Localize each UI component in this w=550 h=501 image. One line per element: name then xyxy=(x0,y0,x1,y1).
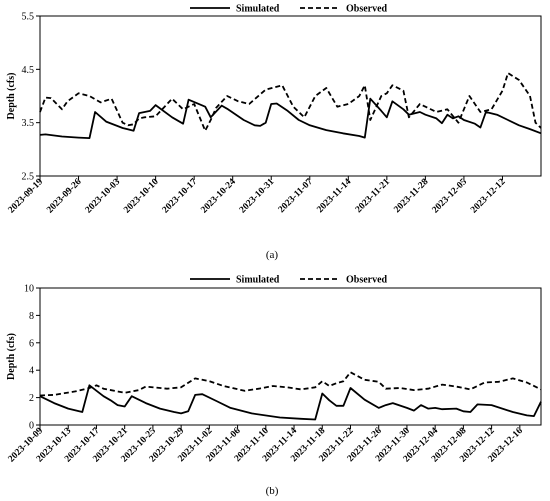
y-tick-label: 2.5 xyxy=(22,172,35,183)
x-tick-label: 2023-12-05 xyxy=(431,177,470,216)
x-tick-label: 2023-12-12 xyxy=(469,177,508,216)
plot-frame xyxy=(39,15,542,177)
plot-frame xyxy=(39,287,542,426)
y-tick-label: 3.5 xyxy=(22,118,35,129)
panel-label: (a) xyxy=(266,249,279,261)
x-tick-label: 2023-11-14 xyxy=(315,177,353,215)
legend-label-observed: Observed xyxy=(346,275,388,286)
y-tick-label: 8 xyxy=(29,311,34,322)
series-line-observed xyxy=(39,371,542,397)
x-tick-label: 2023-09-19 xyxy=(7,177,46,216)
y-tick-label: 0 xyxy=(29,421,34,432)
y-axis-label: Depth (cfs) xyxy=(6,333,17,380)
y-tick-label: 4 xyxy=(29,366,34,377)
x-tick-label: 2023-11-21 xyxy=(354,177,392,215)
series-line-simulated xyxy=(39,384,542,421)
y-tick-label: 6 xyxy=(29,338,34,349)
x-tick-label: 2023-09-26 xyxy=(45,177,84,216)
x-tick-label: 2023-10-03 xyxy=(84,177,123,216)
y-tick-label: 5.5 xyxy=(22,12,35,23)
legend-label-simulated: Simulated xyxy=(236,275,280,286)
y-tick-label: 4.5 xyxy=(22,65,35,76)
legend-label-observed: Observed xyxy=(346,4,388,15)
x-tick-label: 2023-10-24 xyxy=(199,177,238,216)
x-tick-label: 2023-11-28 xyxy=(392,177,430,215)
panel-label: (b) xyxy=(266,485,279,497)
series-line-observed xyxy=(39,72,542,132)
x-tick-label: 2023-11-07 xyxy=(277,177,315,215)
y-axis-label: Depth (cfs) xyxy=(6,73,17,120)
y-tick-label: 2 xyxy=(29,393,34,404)
chart-panel-b: 02468102023-10-092023-10-132023-10-17202… xyxy=(6,275,542,497)
legend-label-simulated: Simulated xyxy=(236,4,280,15)
y-tick-label: 10 xyxy=(24,284,34,295)
series-line-simulated xyxy=(39,97,542,140)
x-tick-label: 2023-10-17 xyxy=(161,177,200,216)
x-tick-label: 2023-10-31 xyxy=(238,177,277,216)
x-tick-label: 2023-10-10 xyxy=(122,177,161,216)
